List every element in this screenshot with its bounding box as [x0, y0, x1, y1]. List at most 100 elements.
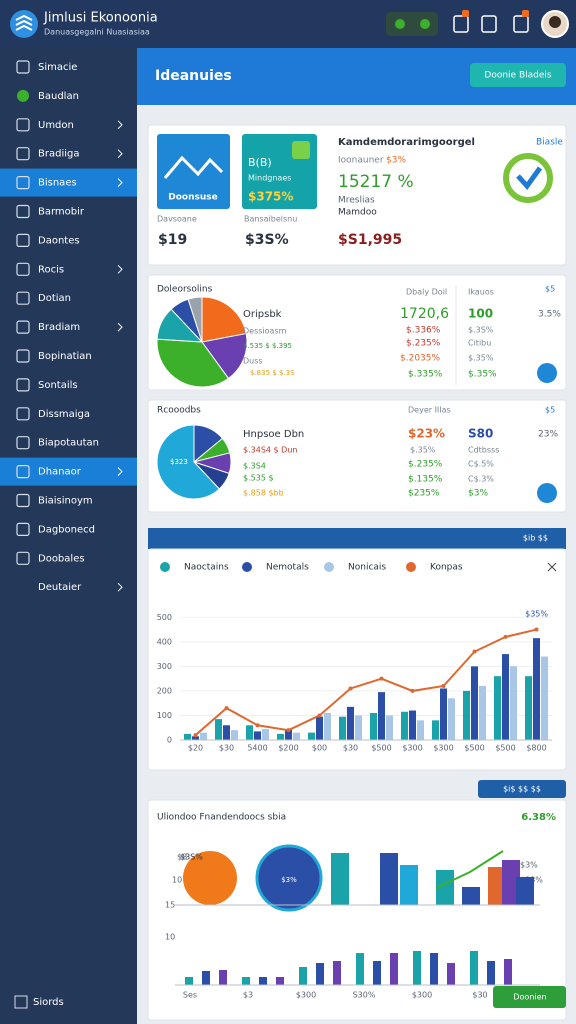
- banner-button[interactable]: [470, 63, 566, 87]
- app-subtitle: Danuasgegalni Nuasiasiaa: [44, 28, 150, 37]
- menu-item[interactable]: Umdon: [38, 120, 74, 131]
- card-text: Deyer IIIas: [408, 406, 451, 415]
- legend-tab[interactable]: Nonicais: [348, 563, 386, 573]
- menu-item[interactable]: Dotian: [38, 293, 71, 304]
- header-icon[interactable]: [513, 15, 529, 33]
- menu-item[interactable]: Barmobir: [38, 207, 85, 218]
- bar: [316, 716, 323, 740]
- line-annotation: $35%: [525, 610, 548, 619]
- ring: [503, 153, 553, 203]
- bar: [259, 977, 267, 985]
- bar: [463, 690, 470, 740]
- menu-item[interactable]: Daontes: [38, 235, 80, 246]
- menu-item[interactable]: Bisnaes: [38, 178, 77, 189]
- bar: [409, 710, 416, 740]
- menu-icon: [16, 522, 30, 537]
- card: [147, 274, 567, 391]
- bar: [417, 720, 424, 740]
- x-tick-label: $30: [219, 744, 234, 753]
- pie-slice: [201, 332, 248, 380]
- menu-item[interactable]: Simacie: [38, 62, 77, 73]
- active-item: [0, 168, 137, 197]
- card-text: $.3S4: [243, 462, 266, 471]
- card-text: Hnpsoe Dbn: [243, 429, 304, 440]
- card-text: $.3S%: [468, 326, 494, 335]
- bar: [347, 706, 354, 740]
- bar: [502, 654, 509, 740]
- menu-item[interactable]: Dissmaiga: [38, 409, 90, 420]
- menu-item[interactable]: Doobales: [38, 553, 85, 564]
- menu-icon: [16, 233, 30, 247]
- card-text: $.235%: [408, 460, 443, 470]
- menu-item[interactable]: Bopinatian: [38, 351, 92, 362]
- menu-item[interactable]: Bradiiga: [38, 149, 79, 160]
- header-icon[interactable]: [481, 15, 497, 33]
- chevron: [117, 264, 123, 274]
- menu-item[interactable]: Dagbonecd: [38, 524, 95, 535]
- bar: [479, 686, 486, 740]
- card-text: $.336%: [406, 326, 441, 336]
- card-text: Ikauos: [468, 288, 494, 297]
- badge: [462, 10, 469, 17]
- menu-icon: [16, 551, 30, 565]
- active-item: [0, 457, 137, 486]
- button-label[interactable]: Doonie Bladeis: [484, 71, 551, 81]
- chevron: [117, 467, 123, 476]
- menu-item[interactable]: Baudlan: [38, 91, 79, 102]
- chart-header-label[interactable]: $ib $$: [523, 534, 548, 543]
- legend-tab[interactable]: Nemotals: [266, 563, 309, 573]
- sidebar-footer[interactable]: Siords: [33, 997, 64, 1008]
- menu-item[interactable]: Sontails: [38, 380, 78, 391]
- legend-tab[interactable]: Konpas: [430, 563, 463, 573]
- card-text: 3.5%: [538, 310, 561, 320]
- fab[interactable]: [537, 363, 557, 383]
- menu-item[interactable]: Bradiam: [38, 322, 80, 333]
- small-button[interactable]: [478, 780, 566, 798]
- button-label[interactable]: $i$ $$ $$: [503, 785, 541, 794]
- point: [255, 723, 260, 728]
- y-tick-label: 500: [157, 613, 172, 622]
- header-icon[interactable]: [453, 15, 469, 33]
- bar: [510, 666, 517, 740]
- bar: [470, 951, 478, 985]
- ring-check: [516, 166, 543, 190]
- menu-item[interactable]: Biaisinoym: [38, 496, 93, 507]
- legend-tab[interactable]: Naoctains: [184, 563, 229, 573]
- x-tick-label: $20: [188, 744, 203, 753]
- footer-button[interactable]: [493, 986, 566, 1008]
- card-text: S80: [468, 427, 493, 441]
- pie-slice: [201, 296, 247, 343]
- bar: [494, 676, 501, 740]
- bar: [378, 692, 385, 740]
- bar: [504, 959, 512, 985]
- menu-item[interactable]: Deutaier: [38, 582, 82, 593]
- chevron: [117, 322, 123, 332]
- card-text: $.34S4 $ Dun: [243, 446, 297, 455]
- y-tick-label: 100: [157, 711, 172, 720]
- header-bar: [0, 0, 576, 48]
- bar: [401, 711, 408, 740]
- fab[interactable]: [537, 483, 557, 503]
- card-text: Mreslias: [338, 196, 375, 206]
- bar: [390, 953, 398, 985]
- y-tick-label: 400: [157, 637, 172, 646]
- bar: [231, 730, 238, 740]
- card-text: 100: [468, 307, 493, 321]
- card-text: $.35%: [410, 446, 436, 455]
- button-label[interactable]: Doonien: [513, 993, 546, 1002]
- menu-item[interactable]: Dhanaor: [38, 467, 82, 478]
- bar: [246, 725, 253, 740]
- menu-item[interactable]: Rocis: [38, 264, 64, 275]
- point: [286, 728, 291, 733]
- menu-icon: [16, 493, 30, 508]
- x-tick-label: $500: [371, 744, 391, 753]
- bar: [432, 720, 439, 740]
- menu-icon: [16, 320, 30, 334]
- menu-item[interactable]: Biapotautan: [38, 438, 99, 449]
- card-title: Rcooodbs: [157, 406, 201, 416]
- card-text: Duss: [243, 357, 263, 366]
- bar: [316, 963, 324, 985]
- card-text: C$.3%: [468, 475, 494, 484]
- x-tick-label: $30: [472, 991, 487, 1000]
